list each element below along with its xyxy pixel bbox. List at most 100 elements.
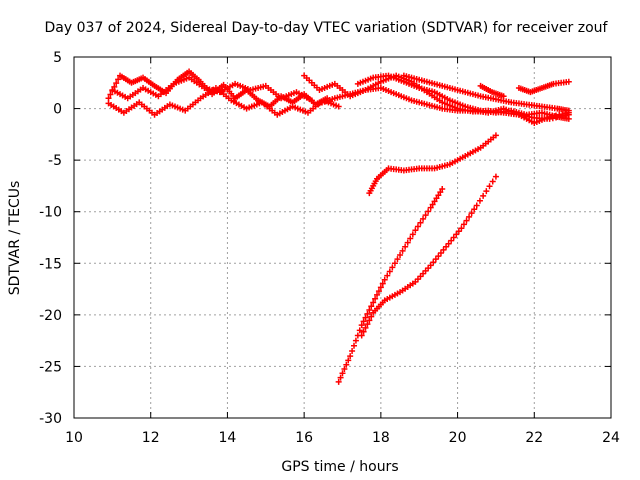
data-point [351,342,358,349]
data-point [389,264,396,271]
x-tick-label: 20 [449,430,467,446]
data-point [486,183,493,190]
data-point [437,189,444,196]
plot-frame [73,56,612,419]
data-point [445,240,452,247]
data-point [379,280,386,287]
data-point [391,260,398,267]
data-point [356,327,363,334]
data-point [404,239,411,246]
series-track-f [354,72,572,122]
data-point [460,221,467,228]
x-axis-title: GPS time / hours [281,459,398,475]
y-tick-label: -15 [39,256,62,272]
data-point [455,228,462,235]
data-point [364,321,371,328]
data-point [565,115,572,122]
data-point [366,317,373,324]
series-track-j [366,132,499,197]
y-tick-label: -5 [48,153,62,169]
y-tick-label: -10 [39,205,62,221]
data-point [565,107,572,114]
x-tick-label: 18 [372,430,390,446]
data-point [565,78,572,85]
data-point [407,235,414,242]
x-tick-label: 22 [525,430,543,446]
data-point [352,337,359,344]
data-point [435,253,442,260]
data-point [113,80,120,87]
data-point [335,103,342,110]
data-point [476,197,483,204]
data-point [366,307,373,314]
data-point [107,91,114,98]
y-tick-label: 5 [53,50,62,66]
data-point [399,247,406,254]
data-point [381,276,388,283]
data-point [358,322,365,329]
data-point [471,206,478,213]
data-point [466,213,473,220]
series-track-g [400,72,572,114]
data-point [463,217,470,224]
data-point [345,357,352,364]
y-tick-label: -30 [39,411,62,427]
x-tick-label: 12 [142,430,160,446]
y-axis-title: SDTVAR / TECUs [7,181,23,296]
data-point [115,76,122,83]
data-point [339,370,346,377]
data-point [443,243,450,250]
series-track-k [335,186,446,385]
data-point [427,204,434,211]
data-point [435,192,442,199]
data-point [431,198,438,205]
data-point [347,353,354,360]
series-track-l [358,173,499,339]
data-point [402,243,409,250]
data-point [468,210,475,217]
data-point [375,288,382,295]
x-tick-label: 24 [602,430,620,446]
data-point [397,252,404,259]
data-point [358,332,365,339]
data-point [473,202,480,209]
grid-lines [74,57,611,418]
data-point [362,314,369,321]
data-point [432,256,439,263]
data-point [414,223,421,230]
data-point [425,208,432,215]
data-point [384,272,391,279]
data-point [429,201,436,208]
data-point [453,231,460,238]
data-point [105,95,112,102]
series-track-h [477,82,507,100]
data-point [349,347,356,354]
data-point [427,262,434,269]
data-point [370,299,377,306]
data-point [386,268,393,275]
data-point [450,234,457,241]
series-track-i [515,78,572,96]
data-point [422,212,429,219]
data-point [343,361,350,368]
data-point [362,324,369,331]
data-point [489,178,496,185]
data-point [420,215,427,222]
data-point [360,328,367,335]
data-point [377,284,384,291]
x-tick-label: 10 [65,430,83,446]
data-point [335,378,342,385]
data-point [360,318,367,325]
data-point [412,227,419,234]
axis-ticks: 10 12 14 16 18 20 22 24 -30 -25 -20 -15 -10 -5 0 5 [39,50,620,446]
data-point [483,188,490,195]
data-point [430,259,437,266]
data-point [394,256,401,263]
x-tick-label: 14 [219,430,237,446]
series-track-c [109,74,315,104]
data-point [492,173,499,180]
data-point [368,313,375,320]
data-points [105,68,572,385]
data-point [409,231,416,238]
